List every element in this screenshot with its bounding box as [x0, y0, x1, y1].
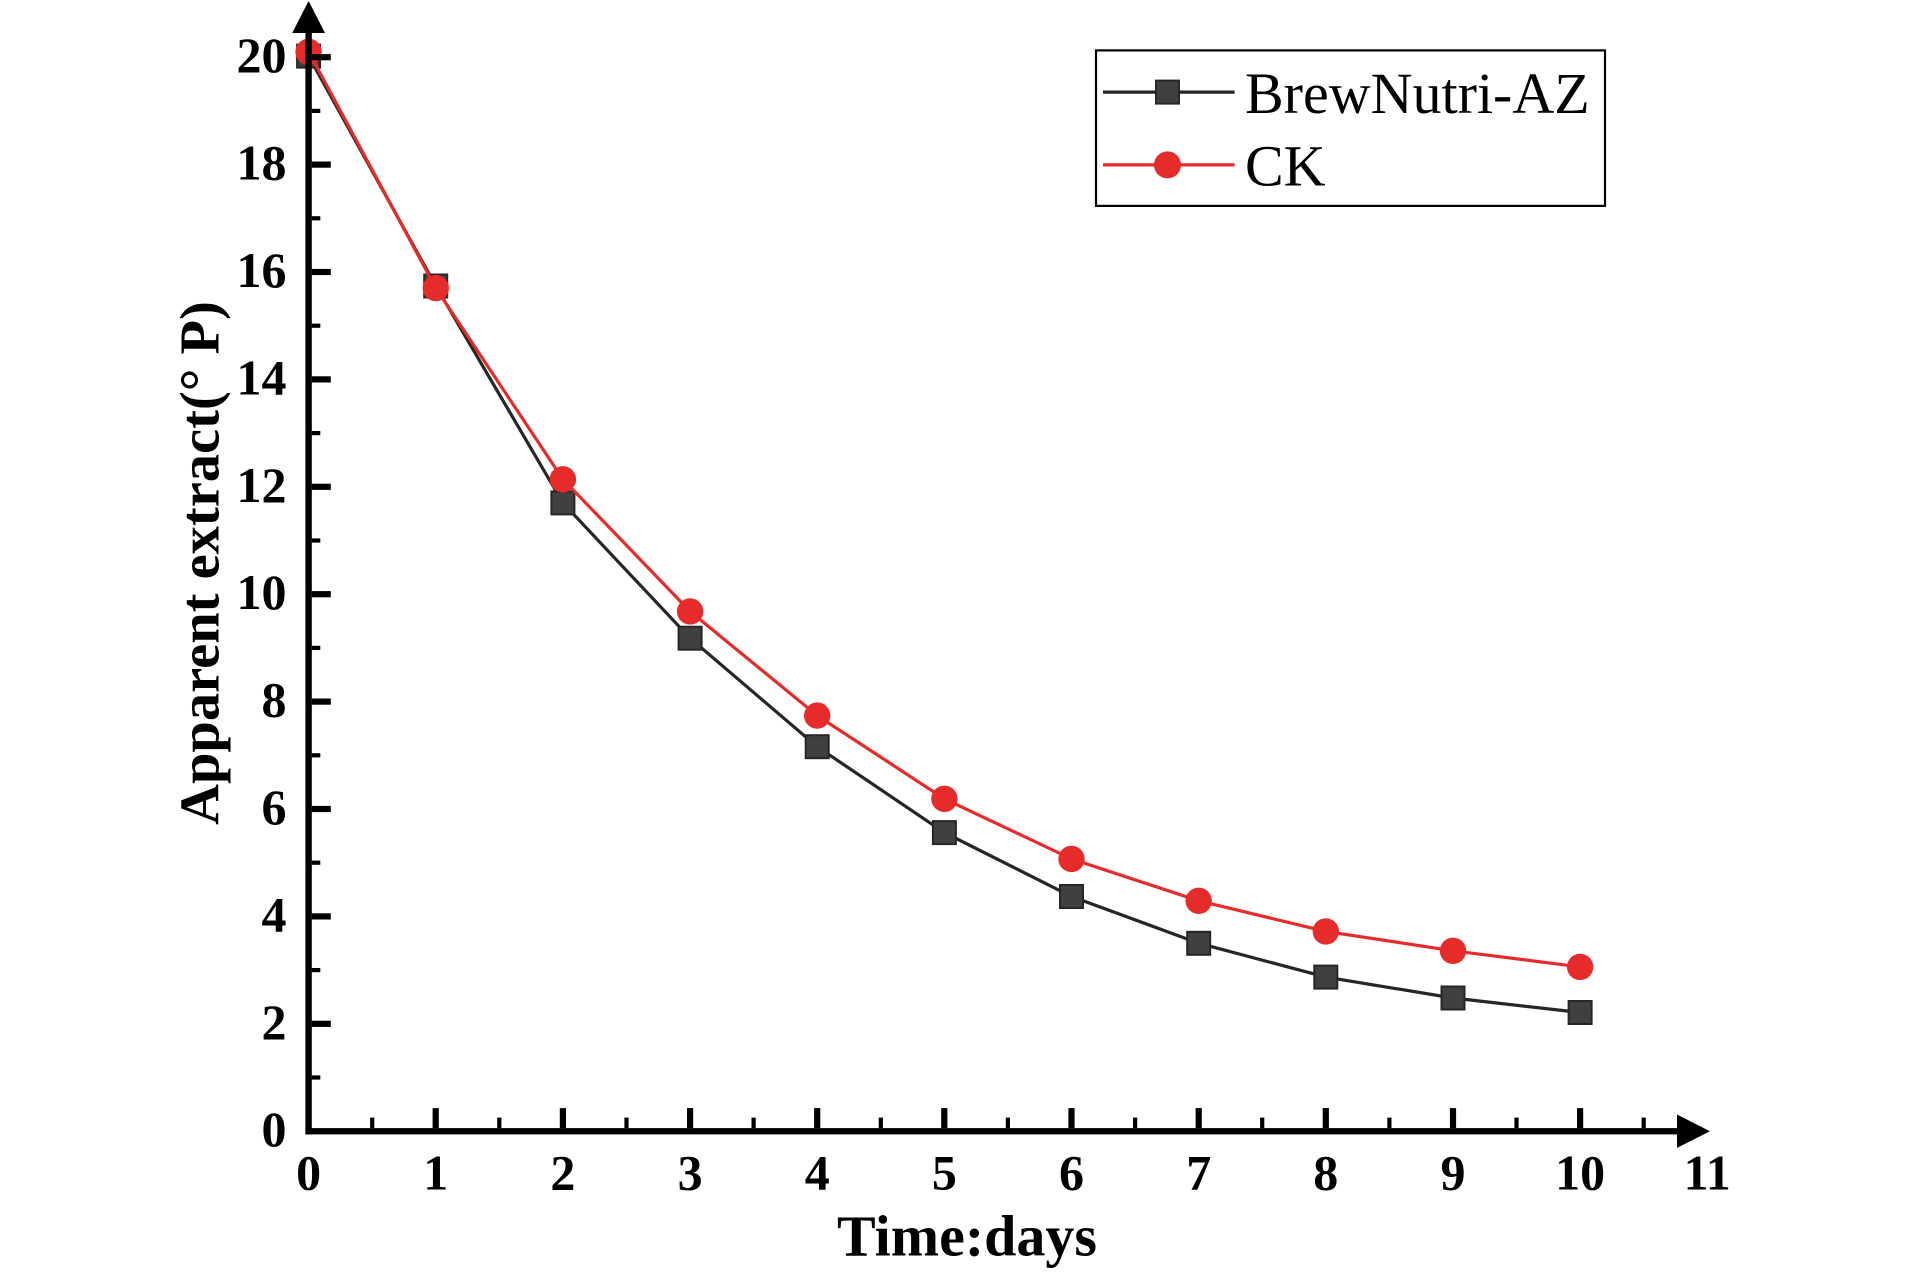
svg-text:18: 18 — [237, 135, 287, 191]
svg-text:10: 10 — [237, 564, 287, 620]
svg-text:8: 8 — [262, 672, 287, 728]
svg-text:10: 10 — [1555, 1145, 1605, 1201]
svg-text:14: 14 — [237, 349, 287, 405]
svg-text:1: 1 — [423, 1145, 448, 1201]
svg-text:0: 0 — [296, 1145, 321, 1201]
svg-text:3: 3 — [678, 1145, 703, 1201]
svg-text:4: 4 — [262, 886, 287, 942]
svg-text:BrewNutri-AZ: BrewNutri-AZ — [1245, 61, 1590, 126]
svg-text:5: 5 — [932, 1145, 957, 1201]
svg-text:2: 2 — [262, 994, 287, 1050]
svg-text:6: 6 — [262, 779, 287, 835]
svg-text:11: 11 — [1684, 1145, 1731, 1201]
svg-text:0: 0 — [262, 1101, 287, 1157]
svg-text:7: 7 — [1186, 1145, 1211, 1201]
svg-text:4: 4 — [805, 1145, 830, 1201]
svg-text:9: 9 — [1441, 1145, 1466, 1201]
svg-text:16: 16 — [237, 242, 287, 298]
svg-text:CK: CK — [1245, 134, 1326, 199]
svg-text:12: 12 — [237, 457, 287, 513]
svg-text:20: 20 — [237, 27, 287, 83]
svg-text:8: 8 — [1313, 1145, 1338, 1201]
svg-text:Time:days: Time:days — [837, 1204, 1097, 1269]
svg-text:6: 6 — [1059, 1145, 1084, 1201]
svg-text:Apparent extract(° P): Apparent extract(° P) — [170, 301, 232, 825]
svg-text:2: 2 — [550, 1145, 575, 1201]
